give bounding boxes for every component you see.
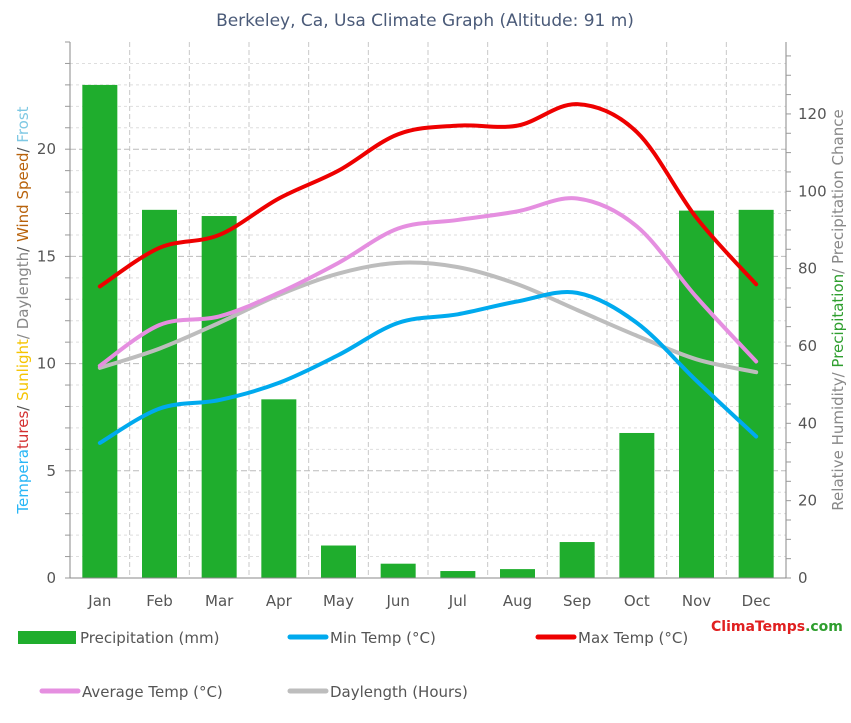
y-axis-label-left: Temperatures/ Sunlight/ Daylength/ Wind … — [14, 106, 32, 514]
x-tick-label: Aug — [503, 592, 532, 610]
legend-label: Average Temp (°C) — [82, 683, 223, 701]
grid — [69, 42, 787, 578]
y-axis-label-left-part: / — [14, 143, 32, 153]
right-tick-label: 60 — [798, 337, 817, 355]
precipitation-bar-may — [321, 545, 356, 578]
x-tick-label: Jul — [448, 592, 467, 610]
right-tick-label: 40 — [798, 414, 817, 432]
brand-part-3: .com — [805, 619, 843, 635]
right-tick-label: 0 — [798, 569, 808, 587]
y-axis-label-left-part: Frost — [14, 106, 32, 142]
y-axis-label-left-part: / Daylength — [14, 252, 32, 339]
series-lines — [97, 102, 759, 445]
legend-item: Precipitation (mm) — [18, 629, 219, 647]
right-tick-label: 120 — [798, 105, 827, 123]
legend-item: Daylength (Hours) — [287, 683, 468, 701]
y-axis-label-right: Relative Humidity/ Precipitation/ Precip… — [829, 109, 847, 510]
x-tick-label: Sep — [563, 592, 591, 610]
left-tick-label: 10 — [37, 355, 56, 373]
x-tick-label: Dec — [742, 592, 771, 610]
left-tick-label: 0 — [46, 569, 56, 587]
precipitation-bars — [82, 84, 774, 579]
left-tick-label: 5 — [46, 462, 56, 480]
y-axis-label-left-part: Tempera — [14, 449, 32, 515]
brand-part-1: Clima — [711, 619, 755, 635]
legend-label: Min Temp (°C) — [330, 629, 436, 647]
series-line-max — [97, 102, 759, 289]
precipitation-bar-jun — [380, 563, 416, 578]
tick-labels: 0 5 10 15 20 0 20 40 60 80 100 120 Jan Feb Mar Apr May Ju… — [37, 105, 827, 610]
right-tick-label: 20 — [798, 492, 817, 510]
precipitation-bar-jan — [82, 84, 118, 579]
series-line-daylength — [97, 260, 759, 375]
series-line-min — [97, 290, 759, 445]
brand-logo[interactable]: ClimaTemps.com — [711, 619, 843, 635]
x-tick-label: Oct — [624, 592, 650, 610]
precipitation-bar-aug — [500, 569, 535, 578]
y-axis-label-left-part: / — [14, 401, 32, 411]
y-axis-label-left-part: / — [14, 242, 32, 252]
precipitation-bar-feb — [142, 209, 177, 578]
precipitation-bar-oct — [619, 432, 655, 578]
series-line-average — [97, 196, 759, 368]
right-tick-label: 100 — [798, 182, 827, 200]
x-tick-label: Jun — [385, 592, 409, 610]
left-tick-label: 15 — [37, 247, 56, 265]
axis-labels: Temperatures/ Sunlight/ Daylength/ Wind … — [14, 106, 847, 514]
y-axis-label-left-part: Sunlight — [14, 339, 32, 401]
x-tick-label: Nov — [682, 592, 711, 610]
precipitation-bar-dec — [738, 209, 774, 578]
precipitation-bar-sep — [559, 542, 595, 578]
legend-item: Min Temp (°C) — [287, 629, 436, 647]
x-tick-label: Feb — [146, 592, 173, 610]
legend: Precipitation (mm) Min Temp (°C) Max Temp … — [18, 629, 688, 701]
y-axis-label-left-part: tures — [14, 411, 32, 449]
precipitation-bar-apr — [261, 399, 297, 578]
left-tick-label: 20 — [37, 140, 56, 158]
legend-swatch — [18, 631, 76, 644]
chart-title: Berkeley, Ca, Usa Climate Graph (Altitud… — [216, 11, 634, 31]
x-tick-label: Apr — [266, 592, 293, 610]
legend-label: Max Temp (°C) — [578, 629, 688, 647]
legend-item: Max Temp (°C) — [535, 629, 688, 647]
x-tick-label: May — [323, 592, 354, 610]
legend-item: Average Temp (°C) — [39, 683, 223, 701]
x-tick-label: Mar — [205, 592, 234, 610]
precipitation-bar-jul — [440, 571, 476, 578]
right-tick-label: 80 — [798, 260, 817, 278]
y-axis-label-right-part: / Precipitation Chance — [829, 109, 847, 274]
legend-label: Precipitation (mm) — [80, 629, 219, 647]
legend-label: Daylength (Hours) — [330, 683, 468, 701]
x-tick-label: Jan — [87, 592, 111, 610]
y-axis-label-right-part: Precipitation — [829, 274, 847, 368]
y-axis-label-right-part: Relative Humidity/ — [829, 368, 847, 511]
brand-part-2: Temps — [754, 619, 806, 635]
axes — [65, 41, 791, 579]
y-axis-label-left-part: Wind Speed — [14, 153, 32, 243]
